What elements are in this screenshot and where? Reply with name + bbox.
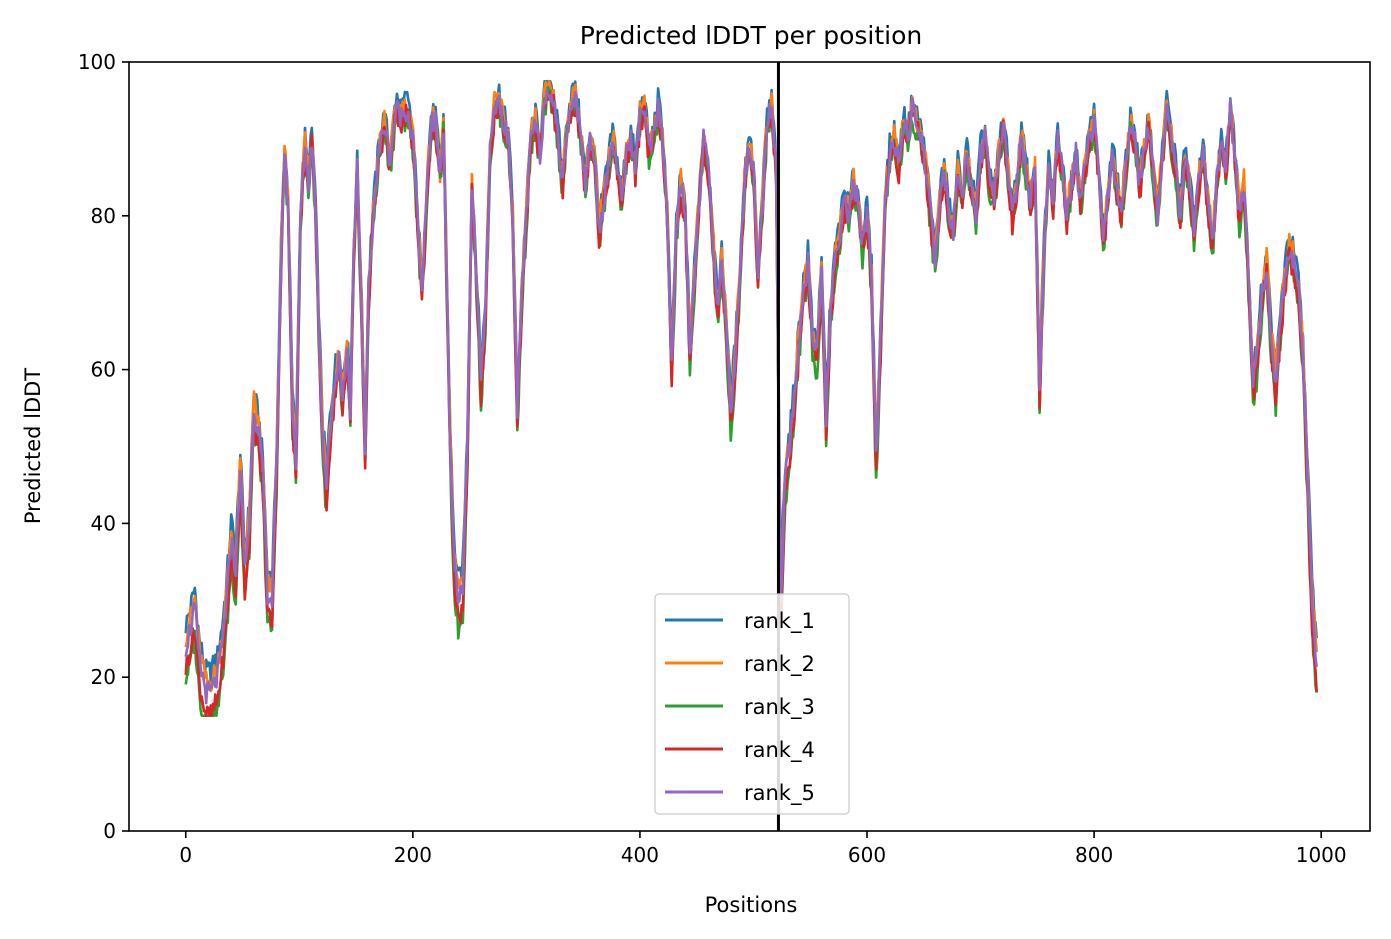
x-tick-label: 800 (1075, 843, 1113, 867)
x-axis: 0 200 400 600 800 1000 (179, 831, 1347, 867)
series-line-rank-5 (184, 88, 1318, 705)
y-axis: 0 20 40 60 80 100 (78, 50, 129, 843)
x-tick-label: 200 (394, 843, 432, 867)
legend: rank_1 rank_2 rank_3 rank_4 rank_5 (654, 593, 850, 815)
x-axis-label: Positions (705, 893, 798, 917)
y-tick-label: 100 (78, 50, 116, 74)
y-tick-label: 20 (91, 665, 116, 689)
legend-label-rank-4: rank_4 (744, 738, 815, 763)
chart-title: Predicted lDDT per position (580, 21, 922, 50)
x-tick-label: 400 (621, 843, 659, 867)
legend-box (654, 593, 850, 815)
legend-label-rank-1: rank_1 (744, 609, 815, 634)
series-layer (184, 79, 1318, 717)
y-tick-label: 60 (91, 358, 116, 382)
y-tick-label: 80 (91, 204, 116, 228)
x-tick-label: 0 (179, 843, 192, 867)
y-axis-label: Predicted lDDT (21, 368, 45, 524)
y-tick-label: 0 (103, 819, 116, 843)
legend-label-rank-2: rank_2 (744, 652, 815, 677)
legend-label-rank-5: rank_5 (744, 781, 815, 806)
y-tick-label: 40 (91, 511, 116, 535)
legend-label-rank-3: rank_3 (744, 695, 815, 720)
x-tick-label: 600 (848, 843, 886, 867)
x-tick-label: 1000 (1296, 843, 1347, 867)
plot-area-frame (128, 61, 1371, 832)
